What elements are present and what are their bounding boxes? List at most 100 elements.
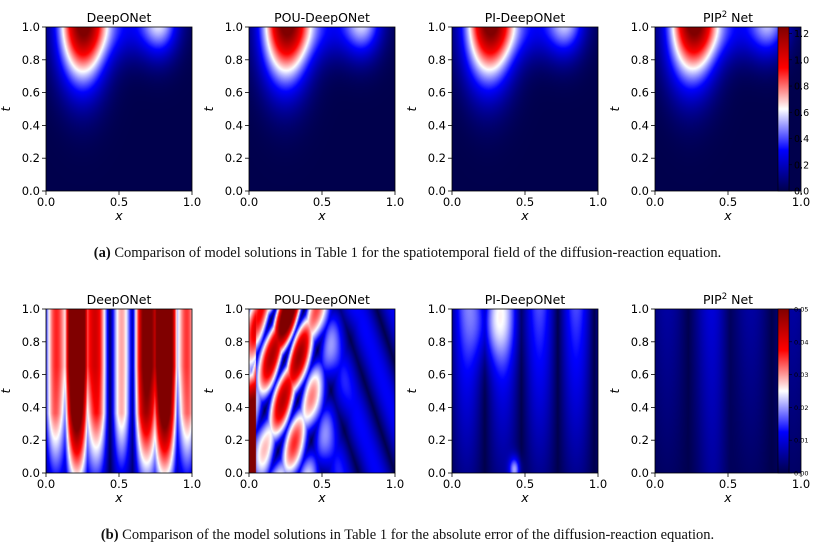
panel-b-3: PI-DeepONet 0.0 0.5 1.0 x 0.0 0.2 0.4 0.6 0.8 1.0 t <box>404 292 607 505</box>
x-tick-label: 1.0 <box>386 195 404 209</box>
panel-title: DeepONet <box>87 10 152 25</box>
caption-b: (b) Comparison of the model solutions in… <box>0 527 815 544</box>
x-axis-label: x <box>114 208 123 223</box>
y-tick-label: 0.6 <box>22 368 40 382</box>
x-axis-label: x <box>114 490 123 505</box>
panel-title: POU-DeepONet <box>274 10 370 25</box>
x-axis-label: x <box>317 208 326 223</box>
y-tick-label: 1.0 <box>428 20 446 34</box>
y-tick-label: 0.4 <box>428 400 446 414</box>
y-axis-label: t <box>201 105 216 111</box>
y-tick-label: 0.8 <box>22 335 40 349</box>
y-axis-label: t <box>404 105 419 111</box>
y-tick-label: 0.4 <box>22 400 40 414</box>
y-tick-label: 0.2 <box>428 433 446 447</box>
y-tick-label: 1.0 <box>22 20 40 34</box>
heatmap-b-1 <box>46 309 192 473</box>
y-tick-label: 1.0 <box>428 302 446 316</box>
panel-title: PI-DeepONet <box>485 292 566 307</box>
y-tick-label: 0.6 <box>22 86 40 100</box>
y-tick-label: 0.0 <box>225 184 243 198</box>
y-tick-label: 0.8 <box>225 335 243 349</box>
y-tick-label: 0.0 <box>22 466 40 480</box>
x-tick-label: 1.0 <box>792 195 810 209</box>
x-tick-label: 0.0 <box>37 477 55 491</box>
caption-a-text: Comparison of model solutions in Table 1… <box>114 245 722 261</box>
y-tick-label: 0.4 <box>631 400 649 414</box>
heatmap-b-4 <box>655 309 801 473</box>
y-tick-label: 0.8 <box>631 53 649 67</box>
colorbar-tick-label: 0.6 <box>794 108 809 119</box>
caption-b-label: (b) <box>100 527 119 543</box>
y-tick-label: 0.2 <box>225 151 243 165</box>
y-tick-label: 0.2 <box>22 151 40 165</box>
panel-a-2: POU-DeepONet 0.0 0.5 1.0 x 0.0 0.2 0.4 0.6 0.8 1.0… <box>201 10 404 223</box>
x-tick-label: 0.0 <box>240 477 258 491</box>
y-tick-label: 0.8 <box>428 335 446 349</box>
x-tick-label: 1.0 <box>183 195 201 209</box>
y-tick-label: 0.0 <box>631 466 649 480</box>
panel-title: PI-DeepONet <box>485 10 566 25</box>
colorbar-tick-label: 0.2 <box>794 160 809 171</box>
panel-a-3: PI-DeepONet 0.0 0.5 1.0 x 0.0 0.2 0.4 0.6 0.8 1.0 t <box>404 10 607 223</box>
colorbar-tick-label: 0.0 <box>794 187 809 198</box>
y-tick-label: 0.6 <box>428 86 446 100</box>
colorbar-gradient <box>777 26 790 192</box>
panel-title: PIP2 Net <box>703 10 753 25</box>
heatmap-a-3 <box>452 27 598 191</box>
y-tick-label: 0.6 <box>225 86 243 100</box>
panel-b-4: PIP2 Net 0.0 0.5 1.0 x 0.0 0.2 0.4 0.6 0.8 1.0 t <box>607 292 810 505</box>
y-axis-label: t <box>404 387 419 393</box>
y-tick-label: 0.0 <box>631 184 649 198</box>
x-tick-label: 0.5 <box>110 477 128 491</box>
heatmap-b-2 <box>249 309 395 473</box>
y-axis-label: t <box>607 105 622 111</box>
panel-b-2: POU-DeepONet 0.0 0.5 1.0 x 0.0 0.2 0.4 0.6 0.8 1.0… <box>201 292 404 505</box>
colorbar-tick-label: 0.03 <box>794 371 808 379</box>
x-axis-label: x <box>317 490 326 505</box>
x-tick-label: 0.5 <box>110 195 128 209</box>
colorbar-tick-label: 0.02 <box>794 404 808 412</box>
x-tick-label: 0.0 <box>37 195 55 209</box>
panel-b-1: DeepONet 0.0 0.5 1.0 x 0.0 0.2 0.4 0.6 0.8 1.0 t <box>0 292 201 505</box>
x-tick-label: 0.5 <box>313 195 331 209</box>
caption-a: (a) Comparison of model solutions in Tab… <box>0 245 815 262</box>
x-tick-label: 1.0 <box>792 477 810 491</box>
y-tick-label: 0.4 <box>428 118 446 132</box>
y-axis-label: t <box>0 387 13 393</box>
y-tick-label: 0.2 <box>22 433 40 447</box>
panel-title: PIP2 Net <box>703 292 753 307</box>
y-tick-label: 0.8 <box>631 335 649 349</box>
x-axis-label: x <box>520 490 529 505</box>
y-tick-label: 1.0 <box>631 20 649 34</box>
y-tick-label: 0.8 <box>428 53 446 67</box>
panel-a-1: DeepONet 0.0 0.5 1.0 x 0.0 0.2 0.4 0.6 0.8 1.0 t <box>0 10 201 223</box>
x-axis-label: x <box>723 490 732 505</box>
y-tick-label: 1.0 <box>225 20 243 34</box>
y-tick-label: 0.0 <box>22 184 40 198</box>
y-tick-label: 0.8 <box>22 53 40 67</box>
y-tick-label: 0.2 <box>631 151 649 165</box>
y-tick-label: 0.0 <box>428 466 446 480</box>
colorbar-tick-label: 0.01 <box>794 437 808 445</box>
y-tick-label: 0.4 <box>225 400 243 414</box>
x-tick-label: 0.0 <box>646 477 664 491</box>
x-tick-label: 1.0 <box>386 477 404 491</box>
y-tick-label: 0.6 <box>428 368 446 382</box>
x-axis-label: x <box>723 208 732 223</box>
x-tick-label: 1.0 <box>183 477 201 491</box>
y-tick-label: 0.6 <box>225 368 243 382</box>
colorbar-tick-label: 1.0 <box>794 55 809 66</box>
y-tick-label: 0.6 <box>631 368 649 382</box>
y-axis-label: t <box>0 105 13 111</box>
y-axis-label: t <box>201 387 216 393</box>
colorbar-tick-label: 0.4 <box>794 134 809 145</box>
x-tick-label: 0.0 <box>443 477 461 491</box>
heatmap-a-4 <box>655 27 801 191</box>
heatmap-b-3 <box>452 309 598 473</box>
colorbar-tick-label: 0.05 <box>794 306 808 314</box>
y-axis-label: t <box>607 387 622 393</box>
y-tick-label: 0.0 <box>225 466 243 480</box>
y-tick-label: 0.4 <box>22 118 40 132</box>
